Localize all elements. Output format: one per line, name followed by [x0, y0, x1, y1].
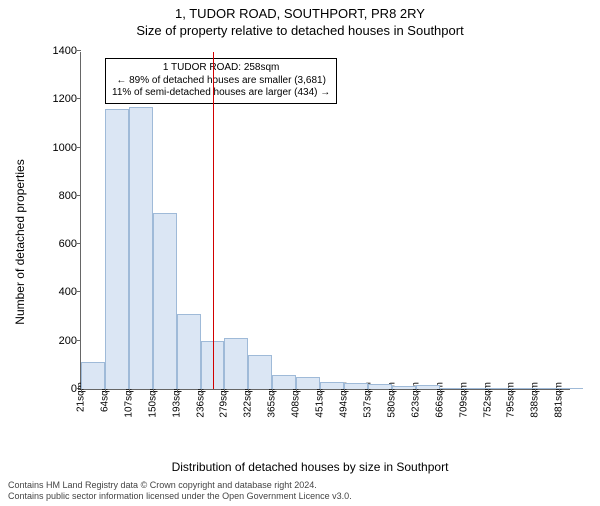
histogram-bar — [464, 388, 488, 389]
histogram-bar — [129, 107, 153, 389]
histogram-bar — [320, 382, 344, 389]
attribution: Contains HM Land Registry data © Crown c… — [8, 480, 352, 503]
x-tick-mark — [320, 389, 321, 393]
plot-area: 1 TUDOR ROAD: 258sqm ← 89% of detached h… — [80, 52, 570, 390]
histogram-bar — [153, 213, 177, 389]
x-tick-mark — [464, 389, 465, 393]
histogram-bar — [535, 388, 559, 389]
y-tick-label: 1400 — [41, 45, 81, 57]
x-tick-mark — [248, 389, 249, 393]
histogram-bar — [81, 362, 105, 389]
histogram-bar — [488, 388, 512, 389]
annotation-line-2: ← 89% of detached houses are smaller (3,… — [112, 75, 330, 88]
histogram-bar — [440, 388, 464, 389]
x-tick-mark — [272, 389, 273, 393]
histogram-bar — [416, 385, 440, 389]
attribution-line-1: Contains HM Land Registry data © Crown c… — [8, 480, 352, 491]
x-tick-mark — [177, 389, 178, 393]
attribution-line-2: Contains public sector information licen… — [8, 491, 352, 502]
y-tick-label: 800 — [41, 190, 81, 202]
y-tick-label: 400 — [41, 286, 81, 298]
y-tick-mark — [77, 243, 81, 244]
x-tick-mark — [368, 389, 369, 393]
y-axis-label: Number of detached properties — [13, 159, 27, 324]
x-tick-mark — [416, 389, 417, 393]
x-tick-mark — [201, 389, 202, 393]
histogram-bar — [296, 377, 320, 389]
x-tick-mark — [392, 389, 393, 393]
x-tick-mark — [535, 389, 536, 393]
x-tick-mark — [296, 389, 297, 393]
y-tick-label: 1000 — [41, 142, 81, 154]
histogram-bar — [392, 386, 416, 389]
histogram-bar — [272, 375, 296, 389]
y-tick-label: 1200 — [41, 93, 81, 105]
x-tick-mark — [344, 389, 345, 393]
annotation-box: 1 TUDOR ROAD: 258sqm ← 89% of detached h… — [105, 58, 337, 104]
x-axis-label: Distribution of detached houses by size … — [172, 460, 449, 474]
histogram-bar — [248, 355, 272, 389]
y-tick-mark — [77, 147, 81, 148]
histogram-bar — [177, 314, 201, 389]
x-tick-mark — [153, 389, 154, 393]
y-tick-label: 200 — [41, 335, 81, 347]
y-tick-mark — [77, 291, 81, 292]
histogram-bar — [344, 383, 368, 389]
x-tick-mark — [488, 389, 489, 393]
chart-title-address: 1, TUDOR ROAD, SOUTHPORT, PR8 2RY — [0, 6, 600, 21]
chart-title-subtitle: Size of property relative to detached ho… — [0, 23, 600, 38]
y-tick-mark — [77, 50, 81, 51]
y-tick-label: 600 — [41, 238, 81, 250]
reference-line — [213, 52, 214, 389]
histogram-bar — [511, 388, 535, 389]
x-tick-mark — [440, 389, 441, 393]
x-tick-mark — [224, 389, 225, 393]
x-tick-mark — [105, 389, 106, 393]
histogram-bar — [559, 388, 583, 389]
histogram-bar — [368, 384, 392, 389]
x-tick-mark — [81, 389, 82, 393]
histogram-bar — [105, 109, 129, 389]
chart-container: Number of detached properties 1 TUDOR RO… — [50, 52, 570, 432]
x-tick-mark — [559, 389, 560, 393]
y-tick-mark — [77, 340, 81, 341]
x-tick-mark — [129, 389, 130, 393]
annotation-line-1: 1 TUDOR ROAD: 258sqm — [112, 62, 330, 75]
annotation-line-3: 11% of semi-detached houses are larger (… — [112, 87, 330, 100]
y-tick-mark — [77, 195, 81, 196]
histogram-bar — [224, 338, 248, 389]
y-tick-mark — [77, 98, 81, 99]
x-tick-mark — [511, 389, 512, 393]
